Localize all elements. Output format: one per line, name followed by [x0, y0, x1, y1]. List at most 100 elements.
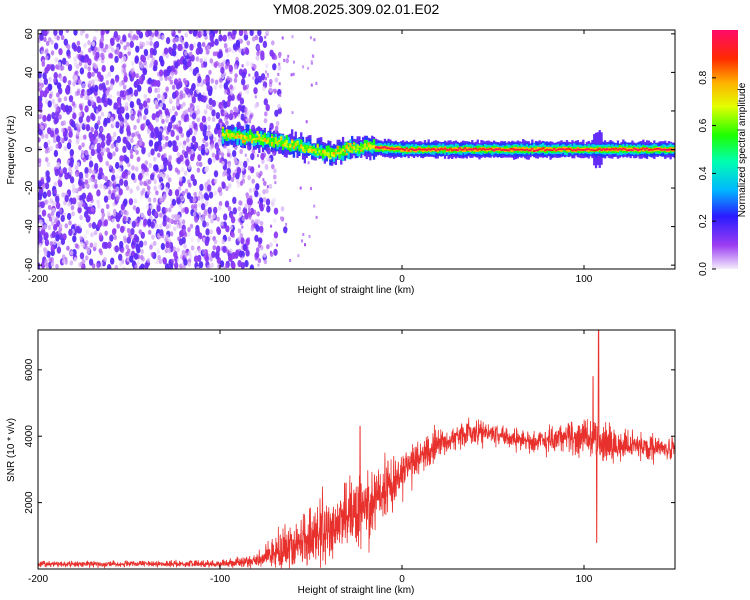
spectrogram-noise-cell	[171, 214, 175, 220]
spectrogram-noise-cell	[255, 224, 260, 232]
spectrogram-noise-cell	[114, 55, 119, 64]
spectrogram-noise-cell	[93, 178, 98, 184]
spectrogram-noise-cell	[214, 79, 219, 85]
spectrogram-noise-cell	[164, 248, 169, 254]
spectrogram-noise-cell	[246, 40, 251, 46]
spectrogram-noise-cell	[78, 116, 84, 124]
spectrogram-signal-cell	[607, 148, 610, 151]
spectrogram-noise-cell	[104, 44, 109, 50]
spectrogram-noise-cell	[78, 202, 82, 209]
spectrogram-noise-cell	[115, 161, 120, 170]
spectrogram-signal-cell	[271, 136, 274, 138]
spectrogram-noise-cell	[149, 35, 153, 42]
spectrogram-signal-cell	[522, 146, 525, 150]
spectrogram-noise-cell	[50, 64, 55, 72]
spectrogram-noise-cell	[220, 220, 224, 226]
spectrogram-noise-cell	[159, 223, 163, 229]
spectrogram-noise-cell	[123, 90, 128, 96]
spectrogram-noise-cell	[164, 207, 168, 213]
spectrogram-noise-cell	[198, 145, 202, 151]
spectrogram-noise-cell	[53, 42, 59, 50]
spectrogram-noise-cell	[245, 249, 250, 257]
spectrogram-noise-cell	[179, 94, 183, 100]
spectrogram-noise-cell	[227, 236, 232, 242]
spectrogram-noise-cell	[232, 207, 237, 215]
spectrogram-signal-cell	[660, 149, 663, 151]
spectrogram-signal-cell	[604, 148, 607, 151]
spectrogram-noise-cell	[40, 46, 44, 52]
spectrogram-noise-cell	[89, 135, 95, 143]
spectrogram-noise-cell	[126, 227, 131, 234]
spectrogram-signal-cell	[594, 149, 598, 151]
spectrogram-noise-cell	[167, 76, 172, 82]
spectrogram-signal-cell	[234, 136, 237, 139]
spectrogram-noise-cell	[111, 218, 115, 224]
spectrogram-noise-cell	[105, 30, 110, 34]
spectrogram-signal-cell	[243, 140, 246, 143]
spectrogram-signal-cell	[491, 148, 494, 151]
spectrogram-noise-cell	[61, 57, 67, 65]
spectrogram-noise-cell	[56, 92, 60, 98]
spectrogram-noise-cell	[88, 222, 92, 228]
spectrogram-noise-cell	[198, 190, 202, 196]
spectrogram-noise-cell	[165, 37, 171, 45]
spectrogram-noise-cell	[241, 71, 246, 79]
spectrogram-noise-cell	[173, 219, 178, 225]
spectrogram-noise-cell	[187, 261, 191, 267]
spectrogram-noise-cell	[155, 104, 159, 110]
spectrogram-noise-cell	[61, 127, 65, 133]
spectrogram-noise-cell	[205, 147, 209, 153]
spectrogram-noise-cell	[161, 173, 166, 180]
colorbar-tick-label: 0.6	[698, 118, 709, 132]
spectrogram-noise-cell	[120, 210, 125, 216]
spectrogram-noise-cell	[75, 225, 81, 233]
spectrogram-noise-cell	[39, 90, 45, 98]
spectrogram-noise-cell	[69, 176, 75, 184]
spectrogram-noise-cell	[200, 30, 205, 36]
spectrogram-signal-cell	[249, 135, 252, 139]
spectrogram-signal-cell	[245, 132, 248, 140]
spectrogram-signal-cell	[638, 148, 641, 151]
spectrogram-noise-cell	[202, 220, 207, 228]
spectrogram-noise-cell	[146, 128, 151, 134]
spectrogram-noise-cell	[73, 257, 78, 263]
spectrogram-noise-cell	[54, 169, 59, 177]
spectrogram-signal-cell	[329, 157, 332, 160]
spectrogram-noise-cell	[68, 166, 72, 172]
spectrogram-noise-cell	[38, 146, 42, 152]
spectrogram-signal-cell	[300, 139, 303, 146]
spectrogram-noise-cell	[62, 76, 67, 84]
spectrogram-noise-cell	[198, 161, 203, 167]
spectrogram-noise-cell	[143, 93, 148, 99]
spectrogram-noise-cell	[94, 64, 98, 70]
spectrogram-signal-cell	[635, 148, 638, 151]
spectrogram-signal-cell	[434, 149, 438, 152]
spectrogram-noise-cell	[199, 183, 204, 191]
spectrogram-signal-cell	[221, 133, 225, 144]
spectrogram-noise-cell	[109, 65, 115, 73]
spectrogram-noise-cell	[56, 82, 62, 90]
spectrogram-noise-cell	[167, 177, 172, 183]
spectrogram-noise-cell	[123, 72, 128, 78]
spectrogram-noise-cell	[135, 45, 140, 53]
spectrogram-noise-cell	[152, 48, 157, 56]
spectrogram-signal-cell	[292, 146, 296, 149]
spectrogram-noise-cell	[299, 186, 302, 190]
spectrogram-noise-cell	[56, 64, 60, 70]
spectrogram-noise-cell	[101, 64, 106, 73]
spectrogram-noise-cell	[239, 232, 244, 239]
spectrogram-noise-cell	[51, 98, 55, 104]
spectrogram-noise-cell	[93, 129, 99, 137]
spectrogram-signal-cell	[409, 148, 412, 151]
spectrogram-signal-cell	[645, 147, 649, 154]
spectrogram-signal-cell	[263, 138, 266, 141]
spectrogram-noise-cell	[264, 165, 269, 171]
spectrogram-noise-cell	[254, 95, 257, 99]
spectrogram-signal-cell	[332, 153, 336, 158]
spectrogram-noise-cell	[184, 188, 189, 194]
spectrogram-noise-cell	[180, 167, 185, 173]
spectrogram-noise-cell	[188, 182, 192, 188]
spectrogram-noise-cell	[201, 214, 206, 220]
spectrogram-signal-cell	[556, 148, 559, 151]
spectrogram-noise-cell	[261, 158, 265, 164]
